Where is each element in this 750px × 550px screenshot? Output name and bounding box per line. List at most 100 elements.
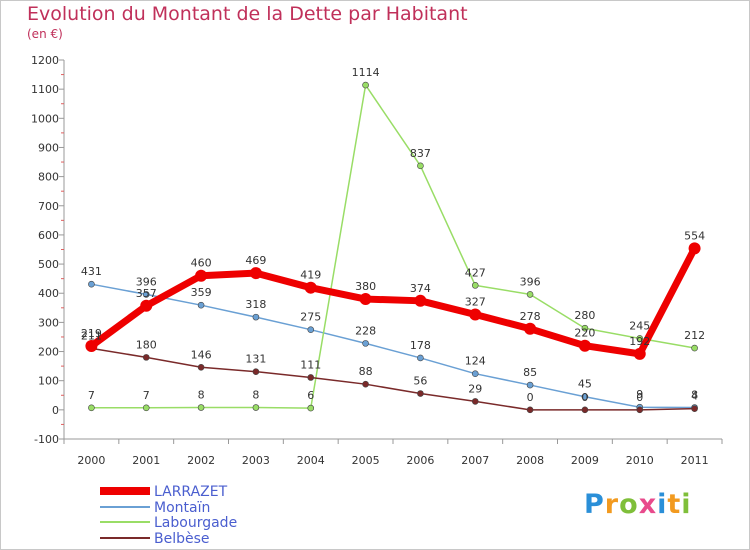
data-label: 56: [413, 375, 427, 388]
x-tick-label: 2009: [571, 454, 599, 467]
data-label: 0: [636, 391, 643, 404]
series-line-3: [90, 347, 696, 411]
data-label: 357: [136, 287, 157, 300]
data-point: [88, 404, 95, 412]
x-tick-label: 2001: [132, 454, 160, 467]
data-point: [304, 281, 317, 294]
data-label: 178: [410, 339, 431, 352]
x-tick-label: 2004: [297, 454, 325, 467]
data-point: [85, 339, 98, 352]
legend-label: Belbèse: [154, 530, 210, 547]
data-point: [581, 324, 589, 332]
data-label: 180: [136, 338, 157, 351]
chart-subtitle: (en €): [27, 27, 63, 41]
data-label: 275: [300, 311, 321, 324]
data-label: 374: [410, 282, 431, 295]
y-tick-label: 400: [38, 287, 59, 300]
logo-letter: x: [638, 489, 658, 520]
chart-title: Evolution du Montant de la Dette par Hab…: [27, 3, 468, 25]
data-label: 318: [245, 298, 266, 311]
data-point: [471, 282, 479, 289]
y-tick-label: 900: [38, 141, 59, 154]
data-point: [362, 380, 369, 388]
data-label: 554: [684, 229, 705, 242]
data-label: 8: [691, 389, 698, 402]
data-label: 245: [629, 319, 650, 332]
series-line-1: [90, 283, 696, 409]
data-point: [417, 390, 424, 397]
data-label: 1114: [352, 66, 380, 79]
x-tick-label: 2006: [406, 454, 434, 467]
data-label: 359: [191, 286, 212, 299]
data-point: [249, 267, 262, 280]
x-tick-label: 2000: [77, 454, 105, 467]
data-label: 212: [684, 329, 705, 342]
data-point: [307, 326, 315, 333]
data-point: [417, 162, 424, 170]
y-tick-label: -100: [34, 433, 59, 446]
x-tick-label: 2003: [242, 454, 270, 467]
y-tick-label: 600: [38, 229, 59, 242]
data-point: [197, 301, 205, 309]
data-label: 327: [465, 296, 486, 309]
data-label: 131: [245, 353, 266, 366]
data-point: [526, 381, 534, 389]
data-point: [526, 406, 534, 414]
y-tick-label: 500: [38, 258, 59, 271]
data-label: 85: [523, 366, 537, 379]
legend-swatch: [100, 505, 150, 508]
data-label: 0: [581, 391, 588, 404]
logo-letter: r: [604, 489, 620, 520]
data-label: 469: [245, 254, 266, 267]
data-point: [688, 242, 701, 255]
data-point: [636, 335, 644, 342]
logo-letter: i: [681, 489, 692, 520]
data-label: 220: [574, 327, 595, 340]
data-point: [581, 406, 589, 414]
data-point: [197, 363, 205, 371]
data-point: [197, 404, 205, 411]
legend-label: LARRAZET: [154, 484, 228, 500]
logo-letter: i: [657, 489, 668, 520]
x-tick-label: 2011: [681, 454, 709, 467]
data-label: 0: [527, 391, 534, 404]
data-label: 211: [81, 329, 102, 342]
x-tick-label: 2010: [626, 454, 654, 467]
data-point: [417, 354, 424, 362]
data-label: 8: [252, 389, 259, 402]
data-label: 460: [191, 257, 212, 270]
legend-label: Montaïn: [154, 499, 211, 516]
line-chart: -100010020030040050060070080090010001100…: [31, 54, 723, 467]
proxiti-logo: Proxiti: [584, 489, 692, 520]
data-point: [252, 404, 260, 411]
data-label: 29: [468, 382, 482, 395]
data-label: 88: [359, 365, 373, 378]
data-point: [636, 406, 644, 414]
data-point: [142, 354, 150, 361]
series-line-2: [90, 84, 696, 409]
y-tick-label: 1100: [31, 83, 59, 96]
data-point: [691, 405, 698, 412]
data-label: 8: [198, 389, 205, 402]
data-point: [581, 393, 589, 401]
data-point: [524, 322, 537, 335]
data-label: 111: [300, 358, 321, 371]
data-label: 837: [410, 147, 431, 160]
data-label: 146: [191, 348, 212, 361]
data-point: [414, 294, 427, 307]
y-tick-label: 700: [38, 200, 59, 213]
data-label: 396: [520, 275, 541, 288]
data-label: 380: [355, 280, 376, 293]
data-label: 45: [578, 378, 592, 391]
x-tick-label: 2002: [187, 454, 215, 467]
data-point: [195, 269, 208, 282]
y-tick-label: 1000: [31, 112, 59, 125]
data-label: 228: [355, 324, 376, 337]
data-label: 4: [691, 390, 698, 403]
data-point: [359, 293, 372, 306]
data-point: [142, 404, 150, 412]
data-label: 431: [81, 265, 102, 278]
data-point: [471, 370, 479, 377]
data-point: [252, 368, 260, 375]
legend-label: Labourgade: [154, 515, 238, 531]
